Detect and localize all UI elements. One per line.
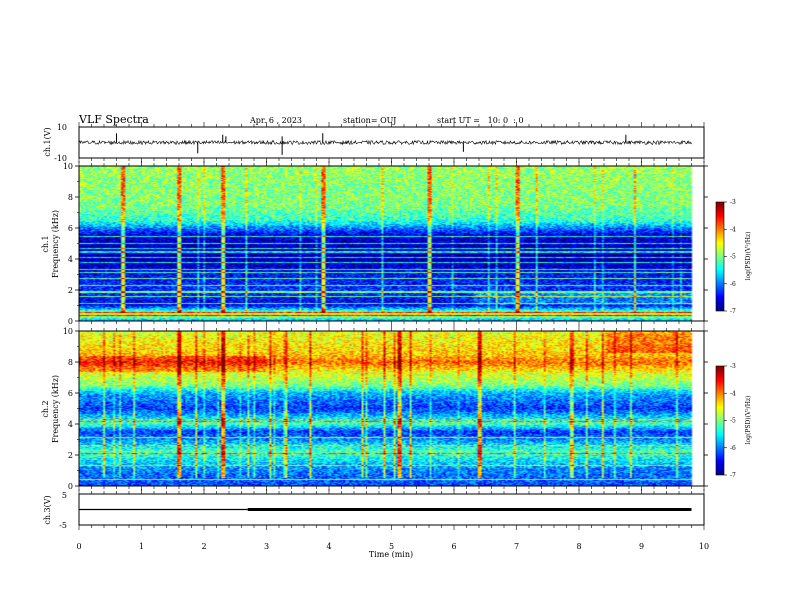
ch2-colorbar-ticks: -3 -4 -5 -6 -7	[724, 363, 736, 479]
ch1-ytick-label: 8	[68, 193, 73, 202]
ch1-spectrogram-ylabel: Frequency (kHz)	[51, 210, 60, 278]
time-tick-label: 2	[201, 542, 206, 551]
ch1-ytick-label: 2	[68, 286, 73, 295]
time-tick-label: 7	[514, 542, 519, 551]
ch1-colorbar-tick-label: -6	[730, 281, 736, 288]
ch1-spectrogram-ticks: 0 2 4 6 8 10	[63, 162, 708, 326]
ch2-colorbar-gradient	[716, 366, 724, 475]
ch1-ytick-bottom: -10	[54, 154, 67, 163]
ch2-spectrogram-ylabel: Frequency (kHz)	[51, 375, 60, 443]
ch2-ytick-label: 8	[68, 358, 73, 367]
ch3-ytick-bottom: -5	[59, 521, 67, 530]
ch2-ytick-label: 6	[68, 389, 73, 398]
time-tick-label: 1	[139, 542, 144, 551]
ch2-colorbar-tick-label: -6	[730, 445, 736, 452]
time-axis-tick-labels: 0 1 2 3 4 5 6 7 8 9 10	[76, 542, 709, 551]
ch1-ytick-label: 10	[63, 162, 73, 171]
ch1-ytick-label: 6	[68, 224, 73, 233]
ch1-colorbar-ticks: -3 -4 -5 -6 -7	[724, 199, 736, 315]
time-tick-label: 6	[451, 542, 456, 551]
ch2-ytick-label: 4	[68, 420, 73, 429]
ch3-ytick-top: 5	[62, 491, 67, 500]
station-label: station= OUJ	[343, 116, 396, 125]
ch1-spectrogram-image	[79, 166, 704, 321]
ch1-colorbar-label: log(PSD)(V²/Hz)	[745, 232, 752, 281]
time-tick-label: 0	[76, 542, 81, 551]
ch2-colorbar-tick-label: -5	[730, 418, 736, 425]
ch1-colorbar: -3 -4 -5 -6 -7 log(PSD)(V²/Hz)	[715, 199, 752, 315]
time-tick-label: 9	[639, 542, 644, 551]
ch1-waveform-frame	[78, 126, 705, 159]
time-tick-label: 10	[699, 542, 709, 551]
ch1-spectrogram-channel-label: ch.1	[41, 235, 50, 252]
ch2-spectrogram-channel-label: ch.2	[41, 400, 50, 417]
start-time-label: start UT = 10: 0 : 0	[437, 116, 524, 125]
ch2-colorbar-tick-label: -3	[730, 363, 736, 370]
time-tick-label: 8	[576, 542, 581, 551]
ch1-waveform-spikes	[116, 133, 627, 155]
ch2-colorbar-tick-label: -4	[730, 390, 736, 397]
ch2-ytick-label: 2	[68, 451, 73, 460]
ch1-waveform-panel: 10 -10 ch.1(V)	[43, 123, 705, 163]
ch3-waveform-ylabel: ch.3(V)	[43, 495, 52, 524]
time-axis-label: Time (min)	[369, 550, 413, 559]
ch1-colorbar-tick-label: -4	[730, 226, 736, 233]
ch1-ytick-label: 4	[68, 255, 73, 264]
ch1-colorbar-tick-label: -3	[730, 199, 736, 206]
ch2-spectrogram-ticks: 0 2 4 6 8 10	[63, 327, 708, 491]
ch2-spectrogram-image	[79, 331, 704, 486]
ch1-ytick-top: 10	[57, 123, 67, 132]
ch1-colorbar-tick-label: -7	[730, 308, 736, 315]
ch1-colorbar-gradient	[716, 202, 724, 311]
time-tick-label: 3	[264, 542, 269, 551]
ch1-waveform-ylabel: ch.1(V)	[43, 127, 52, 156]
ch2-colorbar: -3 -4 -5 -6 -7 log(PSD)(V²/Hz)	[715, 363, 752, 479]
date-label: Apr. 6 , 2023	[249, 116, 302, 125]
ch1-ytick-label: 0	[68, 317, 73, 326]
figure-title: VLF Spectra	[78, 113, 149, 126]
ch1-colorbar-tick-label: -5	[730, 254, 736, 261]
ch3-waveform-panel: 5 -5 ch.3(V)	[43, 491, 705, 530]
time-axis-ticks	[78, 122, 705, 530]
ch2-colorbar-tick-label: -7	[730, 472, 736, 479]
time-tick-label: 4	[326, 542, 331, 551]
ch2-colorbar-label: log(PSD)(V²/Hz)	[745, 396, 752, 445]
ch1-spectrogram-panel: 0 2 4 6 8 10 ch.1 Frequency (kHz)	[41, 162, 708, 326]
ch2-ytick-label: 0	[68, 482, 73, 491]
ch1-waveform-trace	[78, 139, 692, 146]
ch2-spectrogram-panel: 0 2 4 6 8 10 ch.2 Frequency (kHz)	[41, 327, 708, 491]
ch2-ytick-label: 10	[63, 327, 73, 336]
time-tick-label: 5	[389, 542, 394, 551]
